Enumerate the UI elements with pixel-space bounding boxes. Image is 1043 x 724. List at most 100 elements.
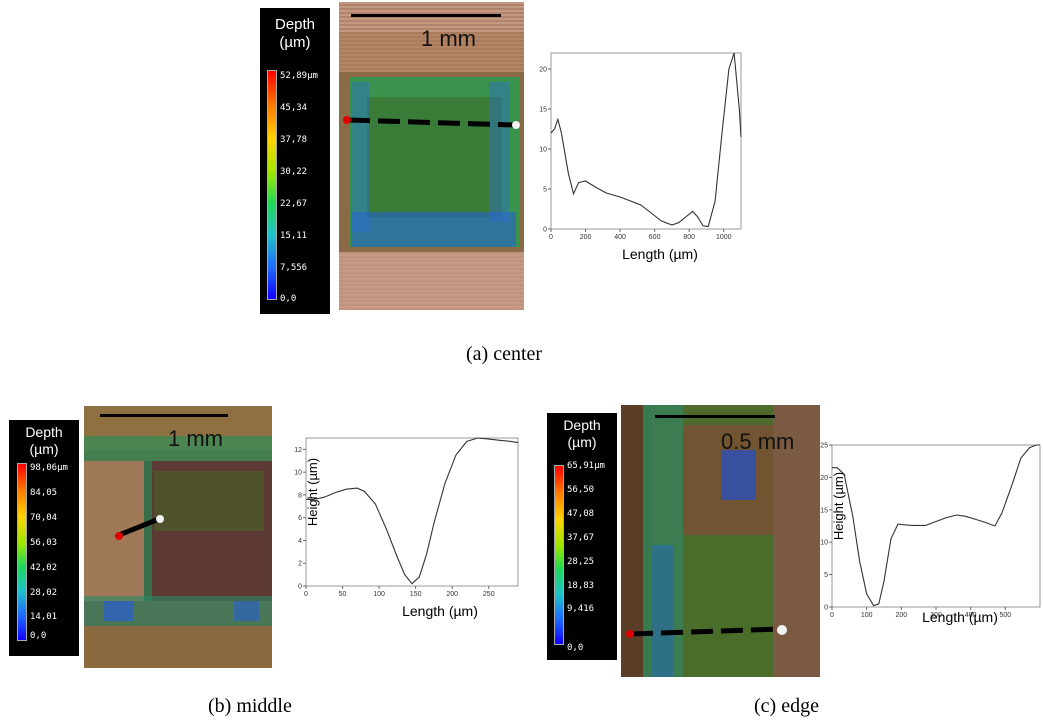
color-scale-bar-a — [267, 70, 277, 300]
legend-tick: 0,0 — [567, 643, 584, 653]
legend-title-b: Depth (µm) — [25, 424, 63, 457]
x-axis-label-c: Length (µm) — [922, 609, 998, 625]
legend-tick: 84,05 — [30, 488, 58, 498]
legend-tick: 30,22 — [280, 167, 308, 177]
micrograph-image-b — [84, 406, 272, 668]
profile-series-line — [306, 437, 519, 585]
color-scale-bar-b — [17, 463, 27, 641]
profile-plot-svg-c: 0 100 200 300 400 500 0 5 10 15 20 25 Height (µm) — [820, 443, 1041, 619]
y-axis-label: Height (µm) — [831, 472, 846, 540]
y-tick-label: 15 — [820, 507, 828, 514]
x-tick-label: 1000 — [716, 234, 732, 239]
x-tick-label: 150 — [410, 591, 422, 598]
x-tick-label: 100 — [373, 591, 385, 598]
x-tick-label: 0 — [830, 612, 834, 619]
x-tick-label: 250 — [483, 591, 495, 598]
profile-series-line — [832, 444, 1040, 607]
depth-legend-c: Depth (µm) 65,91µm 56,50 47,08 37,67 28,… — [547, 413, 617, 660]
scale-bar-b — [100, 414, 228, 417]
y-tick-label: 0 — [824, 605, 828, 612]
legend-tick: 56,50 — [567, 485, 595, 495]
x-axis-label-b: Length (µm) — [402, 603, 478, 619]
legend-tick: 15,11 — [280, 231, 308, 241]
x-tick-label: 0 — [304, 591, 308, 598]
depth-legend-b: Depth (µm) 98,06µm 84,05 70,04 56,03 42,… — [9, 420, 79, 656]
y-tick-label: 20 — [539, 67, 547, 74]
plot-frame — [550, 52, 742, 230]
legend-tick: 18,83 — [567, 581, 595, 591]
legend-tick: 28,02 — [30, 588, 58, 598]
y-tick-label: 5 — [824, 572, 828, 579]
profile-series-line — [550, 52, 742, 228]
legend-tick: 14,01 — [30, 612, 58, 622]
x-tick-label: 500 — [999, 612, 1011, 619]
profile-plot-b: 0 50 100 150 200 250 0 2 4 6 8 10 12 Height (µm) — [288, 424, 522, 604]
y-tick-label: 20 — [820, 475, 828, 482]
legend-tick: 65,91µm — [567, 461, 605, 471]
y-tick-label: 12 — [294, 447, 302, 454]
micrograph-c: 0.5 mm — [621, 405, 820, 677]
y-tick-label: 8 — [298, 492, 302, 499]
y-tick-label: 10 — [820, 540, 828, 547]
y-tick-label: 25 — [820, 443, 828, 450]
profile-line-a — [343, 116, 520, 129]
profile-plot-a: 0 200 400 600 800 1000 0 5 10 15 20 — [535, 47, 745, 241]
scale-bar-c — [655, 415, 775, 418]
depth-legend-a: Depth (µm) 52,89µm 45,34 37,78 30,22 22,… — [260, 8, 330, 314]
x-tick-label: 50 — [339, 591, 347, 598]
micrograph-b: 1 mm — [84, 406, 272, 668]
y-tick-label: 6 — [298, 515, 302, 522]
legend-tick: 98,06µm — [30, 463, 68, 473]
legend-tick: 37,67 — [567, 533, 595, 543]
x-tick-label: 300 — [930, 612, 942, 619]
y-tick-label: 0 — [298, 584, 302, 591]
legend-tick: 56,03 — [30, 538, 58, 548]
scale-label-b: 1 mm — [168, 426, 223, 451]
caption-a: (a) center — [466, 343, 543, 365]
scale-label-c: 0.5 mm — [721, 429, 795, 454]
profile-plot-svg-a: 0 200 400 600 800 1000 0 5 10 15 20 — [539, 52, 742, 241]
y-tick-label: 4 — [298, 538, 302, 545]
legend-tick: 7,556 — [280, 263, 308, 273]
x-tick-label: 200 — [580, 234, 592, 239]
legend-tick: 0,0 — [280, 294, 297, 304]
plot-frame — [831, 444, 1041, 608]
color-scale-bar-c — [554, 465, 564, 645]
legend-tick: 37,78 — [280, 135, 308, 145]
x-tick-label: 600 — [649, 234, 661, 239]
y-tick-label: 15 — [539, 107, 547, 114]
profile-line-c — [626, 625, 787, 638]
y-tick-label: 0 — [543, 227, 547, 234]
legend-tick: 42,02 — [30, 563, 58, 573]
plot-frame — [305, 437, 519, 587]
profile-line-b — [115, 515, 164, 540]
x-tick-label: 0 — [549, 234, 553, 239]
y-tick-label: 5 — [543, 187, 547, 194]
scale-label-a: 1 mm — [421, 26, 476, 51]
legend-tick: 0,0 — [30, 631, 47, 641]
caption-b: (b) middle — [208, 695, 292, 717]
x-tick-label: 200 — [446, 591, 458, 598]
x-axis-label-a: Length (µm) — [622, 246, 698, 262]
y-axis-label: Height (µm) — [305, 458, 320, 526]
caption-c: (c) edge — [754, 695, 819, 717]
legend-title-c: Depth (µm) — [563, 417, 601, 450]
profile-plot-c: 0 100 200 300 400 500 0 5 10 15 20 25 Height (µm) — [816, 437, 1041, 621]
legend-tick: 28,25 — [567, 557, 595, 567]
micrograph-image-a — [339, 2, 524, 310]
x-tick-label: 400 — [965, 612, 977, 619]
legend-title-a: Depth (µm) — [274, 16, 316, 51]
y-tick-label: 10 — [539, 147, 547, 154]
legend-tick: 22,67 — [280, 199, 308, 209]
x-tick-label: 400 — [614, 234, 626, 239]
x-tick-label: 200 — [895, 612, 907, 619]
legend-tick: 9,416 — [567, 604, 595, 614]
legend-tick: 45,34 — [280, 103, 308, 113]
legend-tick: 47,08 — [567, 509, 595, 519]
micrograph-a: 1 mm — [339, 2, 524, 310]
legend-tick: 52,89µm — [280, 71, 318, 81]
y-tick-label: 2 — [298, 561, 302, 568]
x-tick-label: 100 — [861, 612, 873, 619]
x-tick-label: 800 — [683, 234, 695, 239]
